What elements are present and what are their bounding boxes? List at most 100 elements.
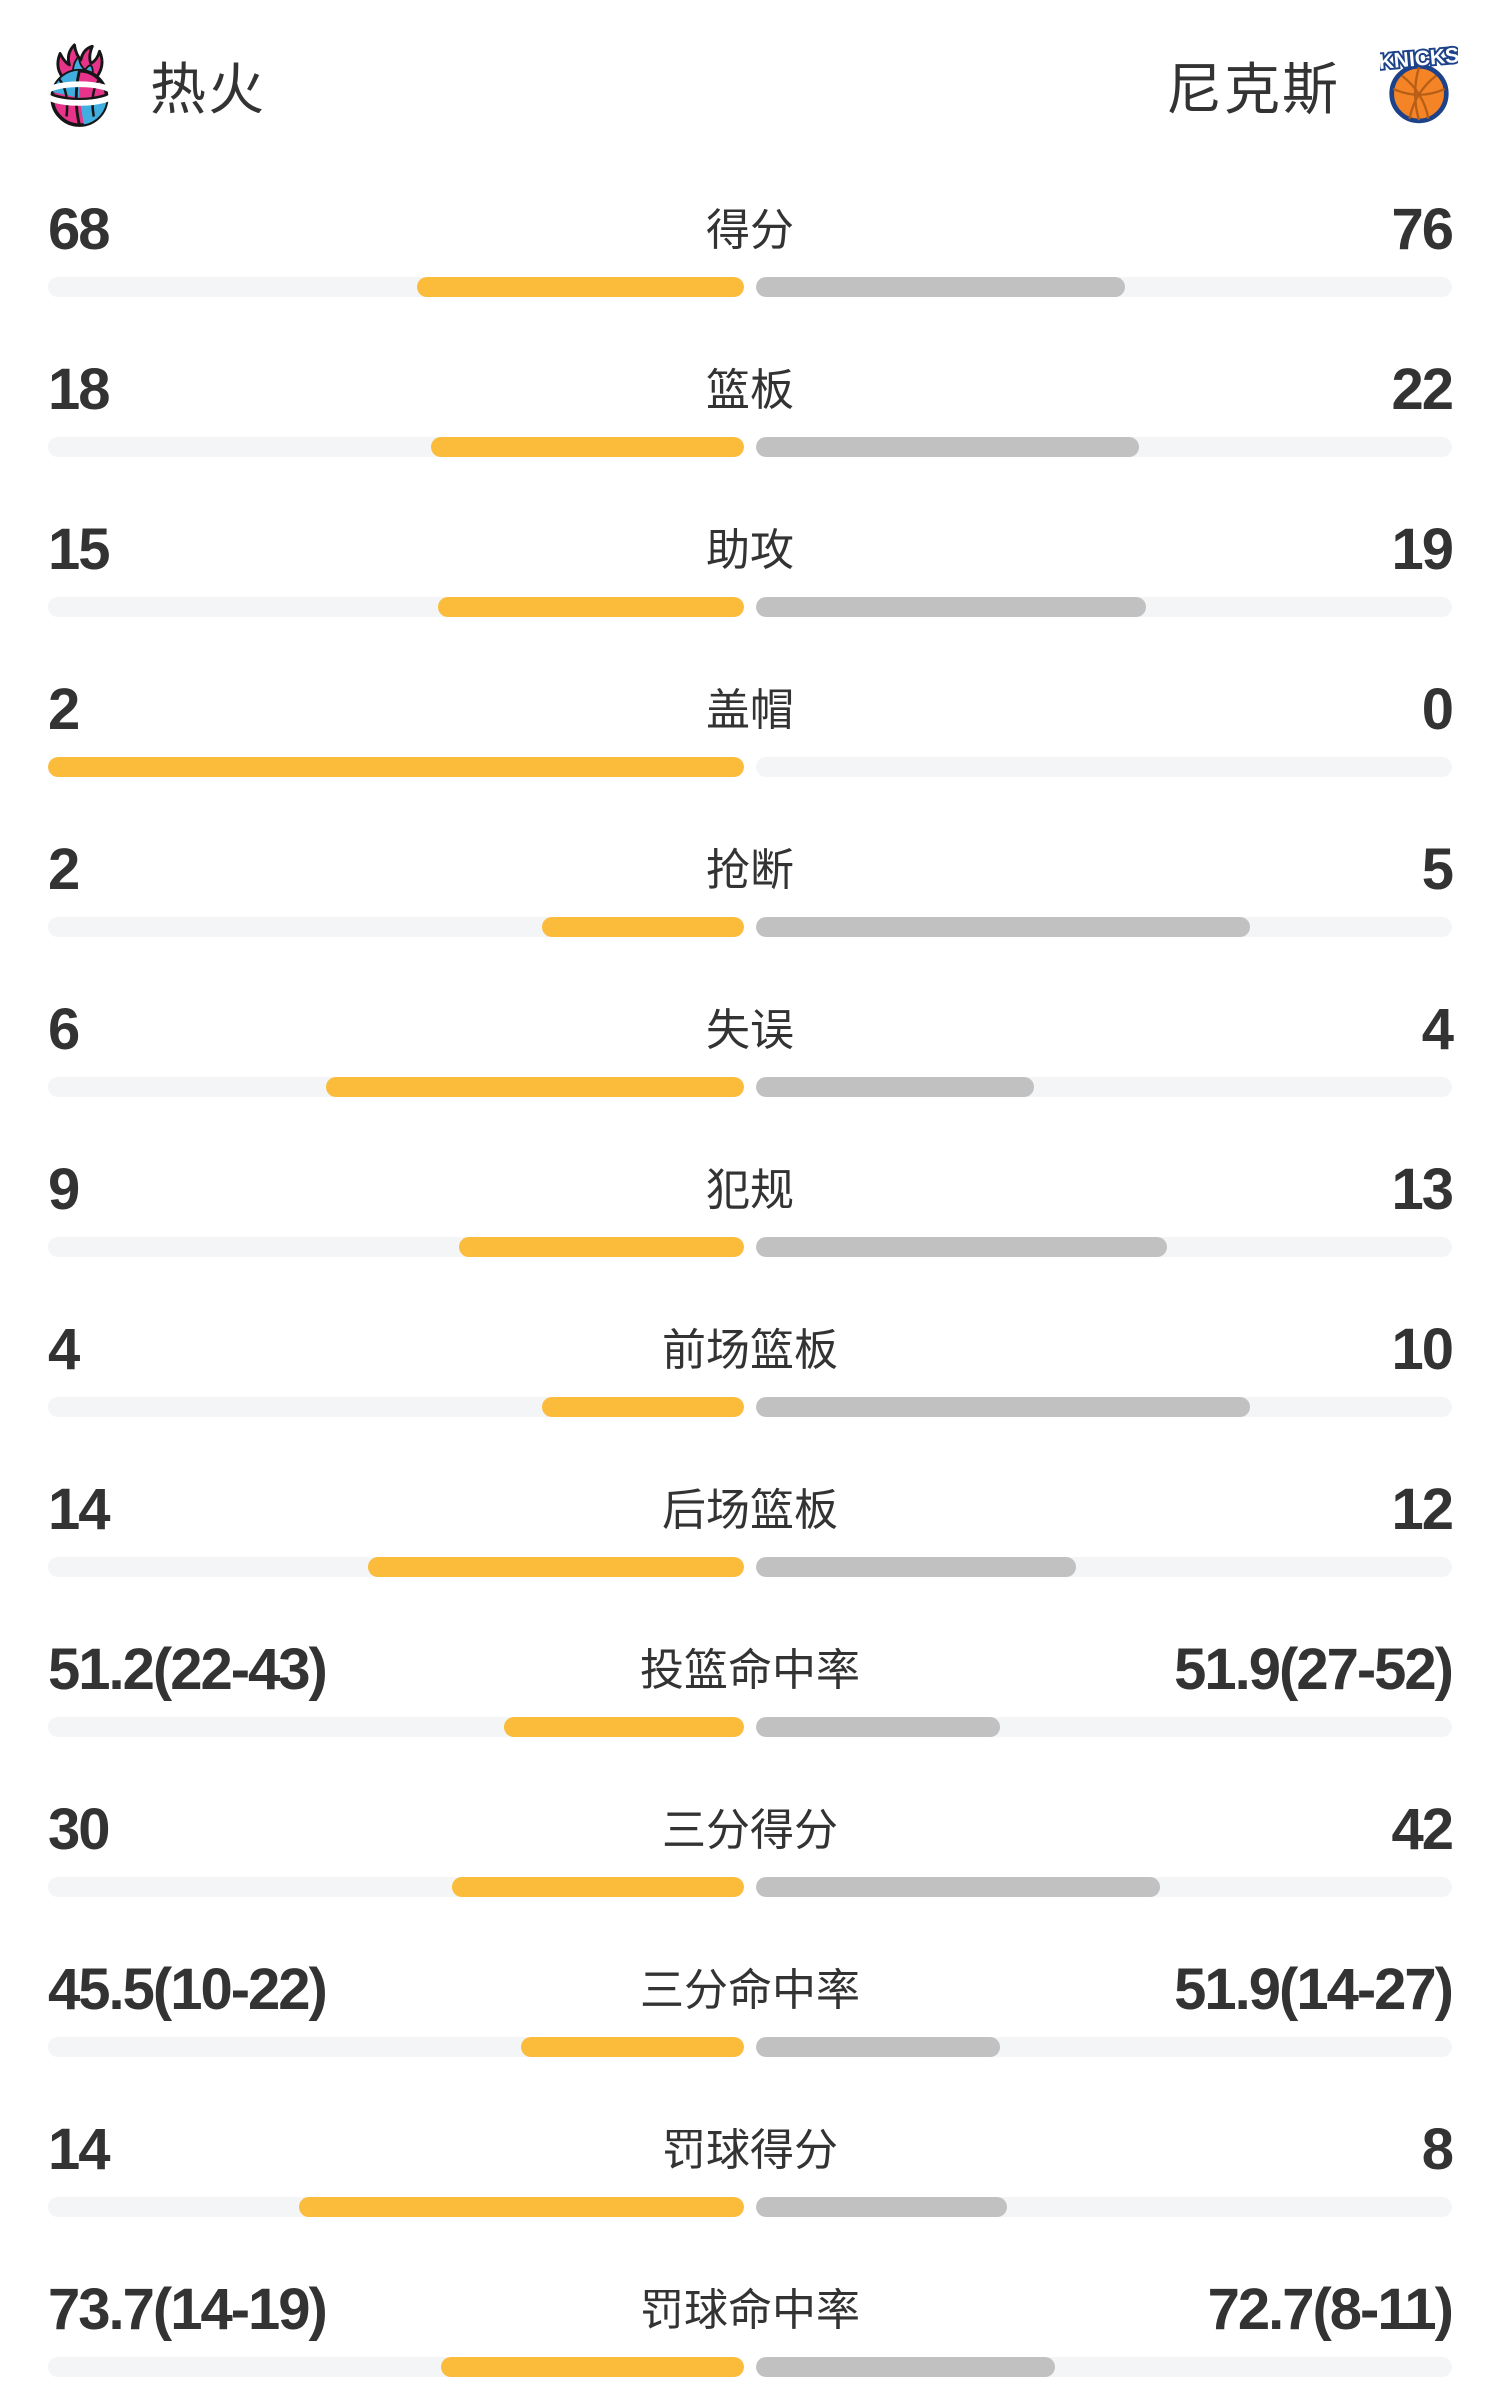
knicks-stat-value: 12: [1391, 1477, 1453, 1542]
stat-row-assists: 15 助攻 19: [0, 490, 1500, 650]
heat-stat-bar: [326, 1077, 744, 1097]
stat-bars: [48, 1237, 1452, 1257]
stat-values-line: 18 篮板 22: [48, 358, 1454, 422]
stat-label: 三分得分: [662, 1806, 838, 1855]
stat-label: 投篮命中率: [640, 1646, 860, 1695]
heat-stat-value: 4: [48, 1317, 80, 1382]
heat-stat-bar: [298, 2197, 744, 2217]
stat-values-line: 14 罚球得分 8: [48, 2117, 1454, 2182]
stat-label: 篮板: [706, 366, 794, 415]
knicks-bar-track: [756, 757, 1452, 777]
knicks-stat-value: 42: [1391, 1797, 1453, 1862]
heat-bar-track: [48, 1877, 744, 1897]
stat-row-three-point-pct: 45.5(10-22) 三分命中率 51.9(14-27): [0, 1930, 1500, 2090]
heat-stat-value: 14: [48, 1477, 110, 1542]
knicks-stat-value: 8: [1421, 2117, 1454, 2182]
stat-values-line: 68 得分 76: [48, 198, 1454, 262]
stat-values-line: 30 三分得分 42: [48, 1797, 1454, 1862]
stat-values-line: 14 后场篮板 12: [48, 1477, 1454, 1542]
stat-values-line: 15 助攻 19: [48, 517, 1454, 582]
header: 热火 尼克斯 KNICKS: [0, 0, 1500, 170]
heat-bar-track: [48, 1237, 744, 1257]
heat-bar-track: [48, 1397, 744, 1417]
knicks-bar-track: [756, 437, 1452, 457]
knicks-bar-track: [756, 917, 1452, 937]
knicks-bar-track: [756, 1397, 1452, 1417]
heat-bar-track: [48, 757, 744, 777]
stat-values-line: 4 前场篮板 10: [48, 1317, 1454, 1382]
knicks-bar-track: [756, 1077, 1452, 1097]
knicks-stat-bar: [756, 1557, 1077, 1577]
heat-bar-track: [48, 2197, 744, 2217]
heat-stat-bar: [437, 597, 744, 617]
heat-bar-track: [48, 2357, 744, 2377]
knicks-stat-bar: [756, 1077, 1035, 1097]
stat-values-line: 2 抢断 5: [48, 837, 1454, 902]
knicks-stat-bar: [756, 2357, 1056, 2377]
stat-bars: [48, 1077, 1452, 1097]
knicks-stat-value: 19: [1391, 517, 1453, 582]
heat-stat-bar: [48, 757, 744, 777]
heat-bar-track: [48, 277, 744, 297]
heat-stat-value: 73.7(14-19): [48, 2277, 328, 2342]
stat-bars: [48, 1877, 1452, 1897]
stat-row-fouls: 9 犯规 13: [0, 1130, 1500, 1290]
stat-row-rebounds: 18 篮板 22: [0, 330, 1500, 490]
heat-bar-track: [48, 917, 744, 937]
heat-stat-bar: [542, 917, 744, 937]
knicks-stat-bar: [756, 2037, 1000, 2057]
team-heat[interactable]: 热火: [42, 42, 266, 128]
stat-label: 后场篮板: [662, 1486, 838, 1535]
stat-label: 抢断: [706, 846, 794, 895]
team-heat-name: 热火: [150, 57, 266, 121]
team-knicks-name: 尼克斯: [1166, 57, 1340, 121]
stat-row-three-point-points: 30 三分得分 42: [0, 1770, 1500, 1930]
heat-stat-value: 2: [48, 837, 80, 902]
heat-stat-value: 14: [48, 2117, 110, 2182]
knicks-stat-bar: [756, 2197, 1007, 2217]
heat-stat-bar: [542, 1397, 744, 1417]
heat-bar-track: [48, 1717, 744, 1737]
stat-bars: [48, 917, 1452, 937]
knicks-stat-value: 0: [1421, 677, 1454, 742]
stat-row-blocks: 2 盖帽 0: [0, 650, 1500, 810]
knicks-stat-bar: [756, 1397, 1251, 1417]
stat-bars: [48, 2037, 1452, 2057]
stat-label: 三分命中率: [640, 1966, 860, 2015]
stat-bars: [48, 1557, 1452, 1577]
stat-bars: [48, 1397, 1452, 1417]
knicks-stat-value: 51.9(14-27): [1174, 1957, 1454, 2022]
stat-bars: [48, 1717, 1452, 1737]
stat-bars: [48, 757, 1452, 777]
knicks-bar-track: [756, 2357, 1452, 2377]
stat-label: 罚球得分: [662, 2126, 838, 2175]
heat-stat-bar: [441, 2357, 744, 2377]
knicks-stat-bar: [756, 597, 1146, 617]
stat-row-points: 68 得分 76: [0, 170, 1500, 330]
stat-values-line: 6 失误 4: [48, 998, 1454, 1062]
stat-row-defensive-rebounds: 14 后场篮板 12: [0, 1450, 1500, 1610]
stat-values-line: 45.5(10-22) 三分命中率 51.9(14-27): [48, 1957, 1454, 2022]
heat-bar-track: [48, 437, 744, 457]
team-knicks[interactable]: 尼克斯 KNICKS: [1166, 43, 1458, 127]
heat-bar-track: [48, 597, 744, 617]
knicks-bar-track: [756, 1557, 1452, 1577]
knicks-stat-value: 51.9(27-52): [1174, 1637, 1454, 1702]
stat-bars: [48, 2197, 1452, 2217]
stat-row-steals: 2 抢断 5: [0, 810, 1500, 970]
stat-values-line: 51.2(22-43) 投篮命中率 51.9(27-52): [48, 1637, 1454, 1702]
knicks-stat-value: 72.7(8-11): [1207, 2277, 1454, 2342]
knicks-stat-value: 10: [1391, 1317, 1453, 1382]
heat-stat-bar: [503, 1717, 744, 1737]
knicks-bar-track: [756, 1237, 1452, 1257]
heat-stat-value: 45.5(10-22): [48, 1957, 328, 2022]
stats-rows: 68 得分 76 18 篮板 22: [0, 170, 1500, 2400]
stat-label: 前场篮板: [662, 1326, 838, 1375]
stat-label: 得分: [706, 206, 794, 255]
stat-bars: [48, 437, 1452, 457]
heat-stat-value: 30: [48, 1797, 110, 1862]
knicks-logo-icon: KNICKS: [1380, 43, 1458, 124]
knicks-bar-track: [756, 277, 1452, 297]
knicks-bar-track: [756, 2037, 1452, 2057]
